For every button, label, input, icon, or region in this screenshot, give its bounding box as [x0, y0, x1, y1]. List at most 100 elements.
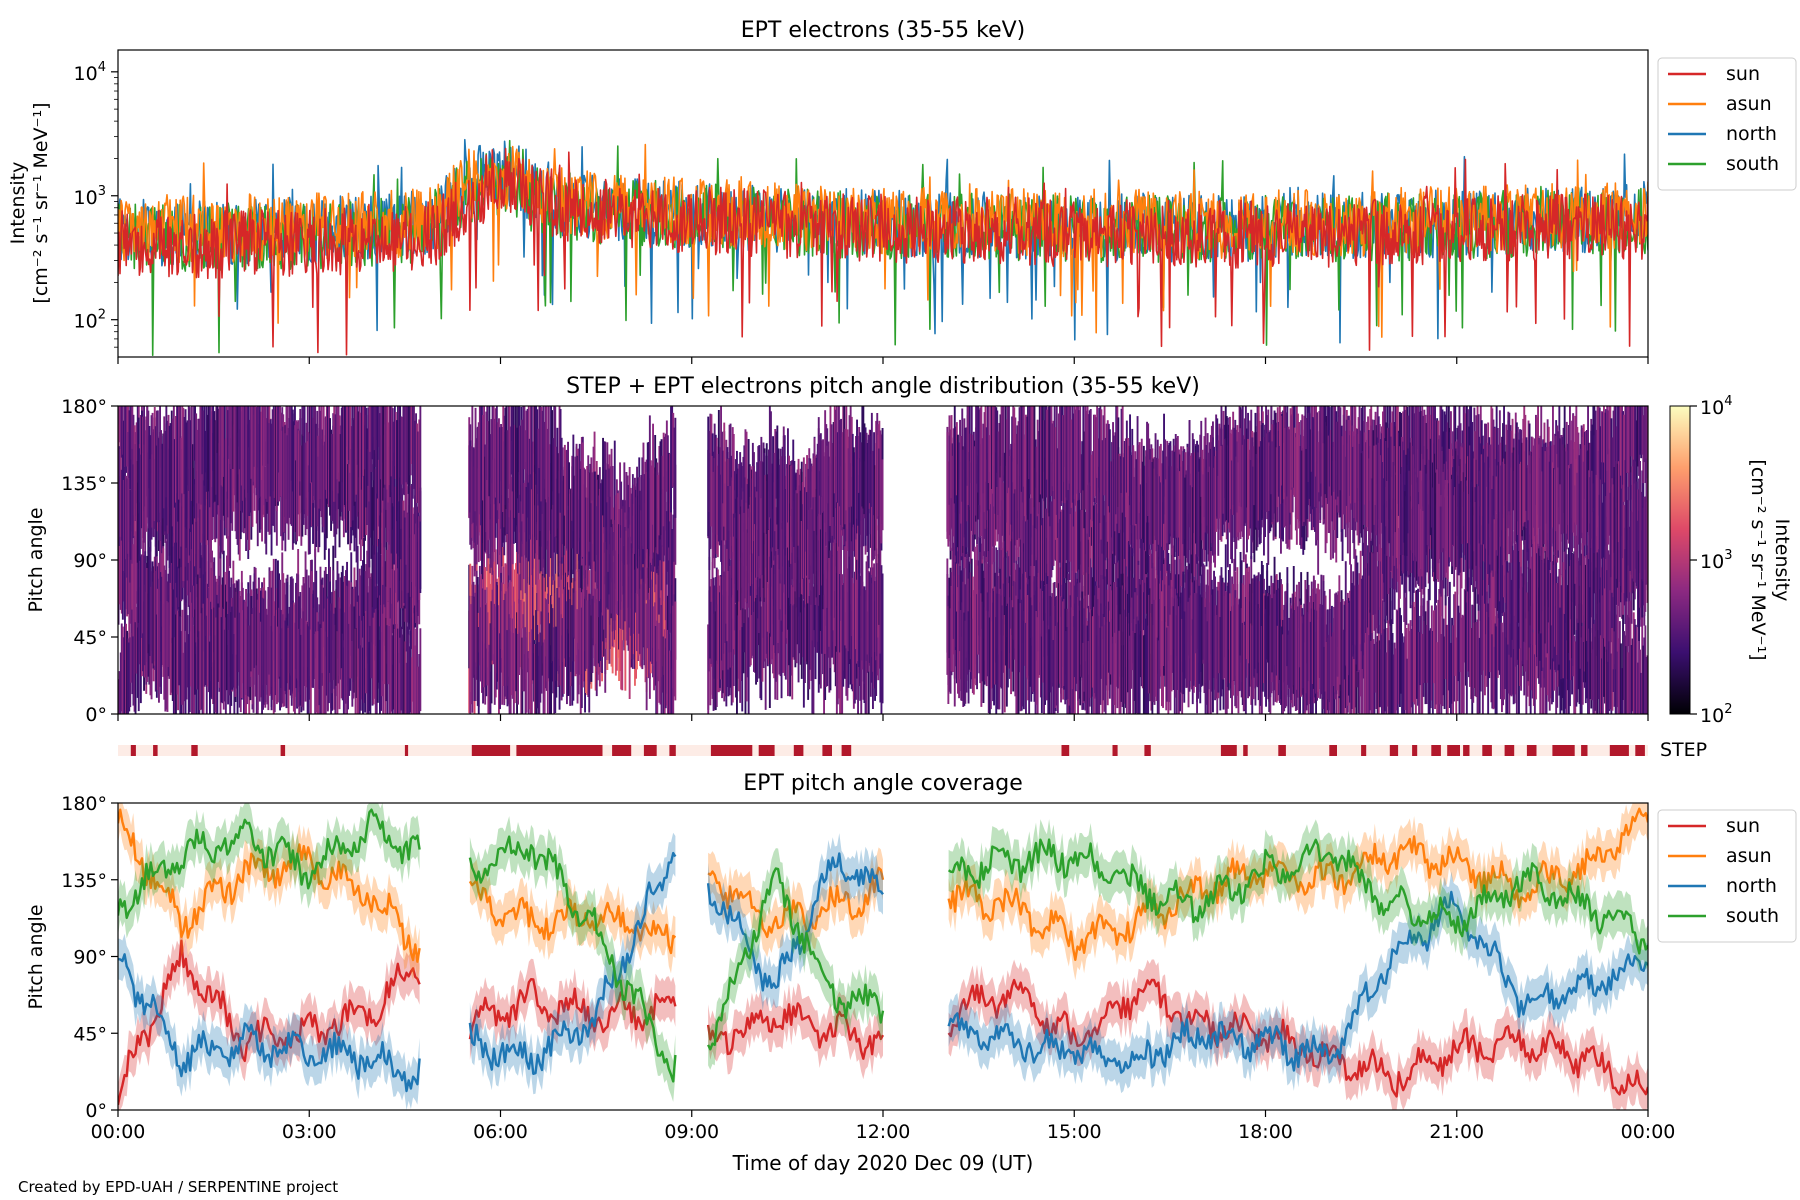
pad-cell: [211, 406, 213, 488]
pad-cell: [1468, 577, 1470, 678]
pad-cell: [878, 554, 881, 625]
pad-cell: [1240, 409, 1243, 507]
pad-cell: [1283, 604, 1286, 712]
pad-cell: [312, 417, 314, 504]
pad-cell: [1494, 623, 1497, 714]
pad-cell: [419, 628, 422, 712]
pad-cell: [1243, 625, 1246, 710]
pad-cell: [526, 473, 529, 595]
pad-cell: [1387, 447, 1390, 542]
pad-cell: [1294, 596, 1297, 711]
pad-cell: [1065, 451, 1068, 561]
pad-cell: [1518, 545, 1520, 623]
pad-cell: [394, 567, 397, 655]
pad-cell: [1385, 441, 1388, 527]
pad-cell: [655, 550, 658, 654]
pad-cell: [223, 629, 226, 702]
pad-cell: [821, 440, 823, 546]
pad-cell: [1047, 625, 1050, 714]
pad-cell: [313, 607, 315, 679]
pad-cell: [184, 409, 187, 528]
pad-cell: [1561, 450, 1564, 578]
pad-cell: [158, 578, 160, 703]
pad-cell: [615, 589, 618, 671]
pad-cell: [967, 406, 970, 505]
pad-cell: [724, 483, 727, 597]
pad-cell: [170, 410, 173, 488]
pad-cell: [768, 406, 771, 518]
pad-cell: [1538, 548, 1541, 634]
pad-cell: [1370, 540, 1373, 641]
pad-cell: [847, 448, 850, 548]
pad-cell: [1526, 468, 1529, 552]
pad-cell: [260, 411, 262, 497]
pad-cell: [814, 583, 817, 680]
pad-cell: [403, 605, 406, 714]
pad-cell: [1341, 436, 1344, 530]
pad-cell: [1365, 534, 1367, 633]
pad-cell: [197, 418, 200, 518]
pad-cell: [612, 532, 615, 621]
pad-cell: [120, 406, 123, 458]
pad-cell: [1357, 584, 1360, 673]
pad-cell: [1236, 441, 1239, 513]
pad-cell: [536, 524, 539, 643]
pad-cell: [655, 458, 658, 548]
pad-cell: [1232, 583, 1235, 681]
pad-cell: [813, 438, 816, 540]
pad-cell: [527, 517, 530, 652]
pad-cell: [1010, 628, 1012, 695]
pad-cell: [838, 489, 840, 593]
pad-cell: [1094, 414, 1096, 497]
pad-cell: [625, 472, 628, 552]
pad-cell: [955, 555, 958, 648]
pad-cell: [1541, 471, 1544, 548]
pad-cell: [399, 477, 402, 581]
pad-cell: [1314, 406, 1316, 507]
pad-cell: [661, 573, 664, 693]
pad-cell: [821, 496, 823, 586]
pad-cell: [1463, 589, 1466, 663]
pad-cell: [1233, 427, 1236, 542]
pad-cell: [346, 406, 348, 502]
pad-cell: [1345, 419, 1348, 506]
pad-cell: [1513, 531, 1516, 616]
pad-cell: [200, 555, 203, 657]
pad-cell: [1395, 406, 1398, 475]
pad-cell: [1050, 596, 1053, 714]
pad-cell: [150, 472, 153, 540]
pad-cell: [530, 477, 533, 576]
pad-cell: [489, 470, 492, 574]
pad-cell: [119, 449, 122, 537]
pad-cell: [1183, 449, 1186, 556]
pad-cell: [1223, 439, 1226, 533]
pad-cell: [1026, 582, 1028, 669]
pad-cell: [1072, 413, 1075, 527]
pad-cell: [1168, 585, 1171, 703]
pad-cell: [709, 586, 712, 659]
pad-cell: [592, 468, 595, 596]
pad-cell: [1570, 533, 1572, 620]
pad-cell: [239, 406, 242, 511]
pad-cell: [189, 420, 192, 532]
pad-cell: [736, 473, 738, 574]
pad-cell: [1085, 410, 1088, 492]
pad-cell: [405, 662, 408, 714]
pad-cell: [1056, 622, 1059, 714]
pad-cell: [1459, 564, 1462, 673]
pad-cell: [1481, 525, 1484, 596]
pad-cell: [522, 480, 525, 599]
pad-cell: [341, 406, 344, 483]
pad-cell: [1027, 483, 1029, 585]
pad-cell: [801, 587, 804, 658]
pad-cell: [224, 617, 227, 714]
pad-cell: [506, 526, 509, 635]
pad-cell: [511, 406, 514, 492]
pad-cell: [336, 561, 339, 660]
pad-cell: [564, 563, 567, 667]
pad-cell: [341, 633, 344, 701]
pad-cell: [1113, 582, 1116, 705]
pad-cell: [1336, 421, 1339, 506]
pad-cell: [1312, 602, 1315, 689]
pad-cell: [1315, 462, 1317, 546]
